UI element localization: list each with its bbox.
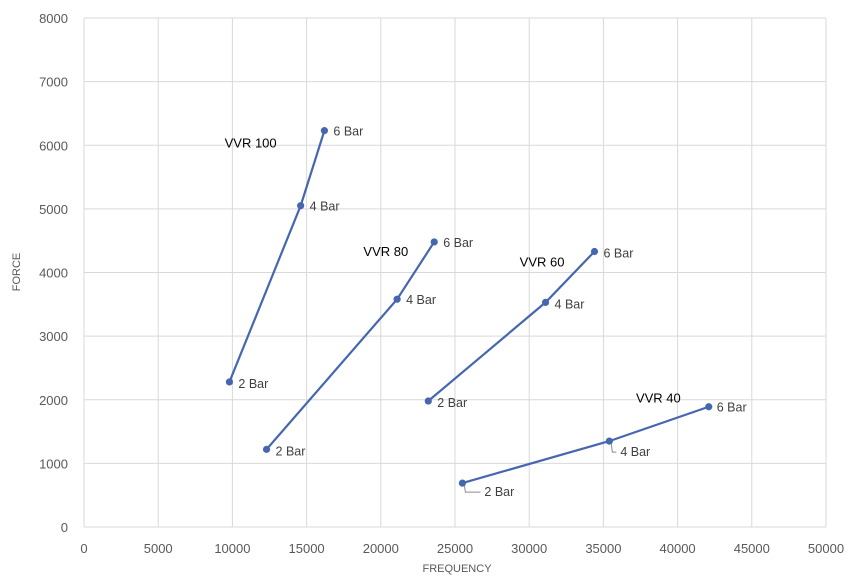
y-tick-label: 8000 [39,11,68,26]
data-label: 4 Bar [620,445,650,459]
data-label: 4 Bar [406,293,436,307]
y-axis-title: FORCE [11,253,23,292]
x-axis-ticks: 0 5000 10000 15000 20000 25000 30000 35000 40000… [80,541,844,556]
x-tick-label: 0 [80,541,87,556]
data-point [262,445,271,453]
label-leader-line [463,486,481,493]
data-point [424,397,432,405]
series-label: VVR 40 [636,391,681,406]
y-tick-label: 6000 [39,138,68,153]
y-axis-ticks: 0 1000 2000 3000 4000 5000 6000 7000 8000 [39,11,68,535]
x-tick-label: 15000 [289,541,325,556]
x-tick-label: 50000 [808,541,844,556]
data-point [705,403,713,411]
series-line-vvr-100 [228,130,326,383]
y-tick-label: 5000 [39,202,68,217]
series-vvr-80: 2 Bar 4 Bar 6 Bar VVR 80 [262,236,473,458]
y-tick-label: 2000 [39,393,68,408]
y-tick-label: 7000 [39,75,68,90]
x-tick-label: 45000 [734,541,770,556]
series-label: VVR 60 [520,255,565,270]
x-tick-label: 40000 [660,541,696,556]
y-tick-label: 4000 [39,266,68,281]
data-point [458,479,467,487]
data-label: 6 Bar [603,247,633,261]
data-point [225,378,234,386]
y-tick-label: 3000 [39,329,68,344]
series-vvr-40: 2 Bar 4 Bar 6 Bar VVR 40 [458,391,747,499]
x-tick-label: 10000 [214,541,250,556]
data-label: 6 Bar [443,236,473,250]
x-tick-label: 20000 [363,541,399,556]
series-line-vvr-80 [265,241,436,451]
data-label: 2 Bar [238,377,268,391]
y-tick-label: 1000 [39,456,68,471]
data-point [320,127,329,135]
series-line-vvr-60 [427,250,596,402]
data-label: 6 Bar [717,401,747,415]
data-label: 2 Bar [437,396,467,410]
x-tick-label: 25000 [437,541,473,556]
label-leader-line [610,444,617,453]
series-line-vvr-40 [462,405,710,485]
data-point [297,202,305,210]
y-tick-label: 0 [61,520,68,535]
x-tick-label: 35000 [585,541,621,556]
series-vvr-60: 2 Bar 4 Bar 6 Bar VVR 60 [424,247,633,410]
data-label: 2 Bar [276,444,306,458]
data-label: 4 Bar [555,297,585,311]
data-label: 6 Bar [333,125,363,139]
x-tick-label: 30000 [511,541,547,556]
x-tick-label: 5000 [144,541,173,556]
series-label: VVR 100 [225,136,277,151]
series-group: 2 Bar 4 Bar 6 Bar VVR 100 2 Bar 4 Bar 6 Bar VVR… [225,125,747,499]
gridlines [83,17,827,528]
data-point [393,295,401,303]
data-point [541,298,550,307]
data-label: 4 Bar [310,200,340,214]
data-point [605,437,613,445]
series-label: VVR 80 [363,244,408,259]
data-label: 2 Bar [484,485,514,499]
data-point [590,247,599,256]
x-axis-title: FREQUENCY [422,563,492,575]
data-point [430,238,438,246]
series-vvr-100: 2 Bar 4 Bar 6 Bar VVR 100 [225,125,364,391]
